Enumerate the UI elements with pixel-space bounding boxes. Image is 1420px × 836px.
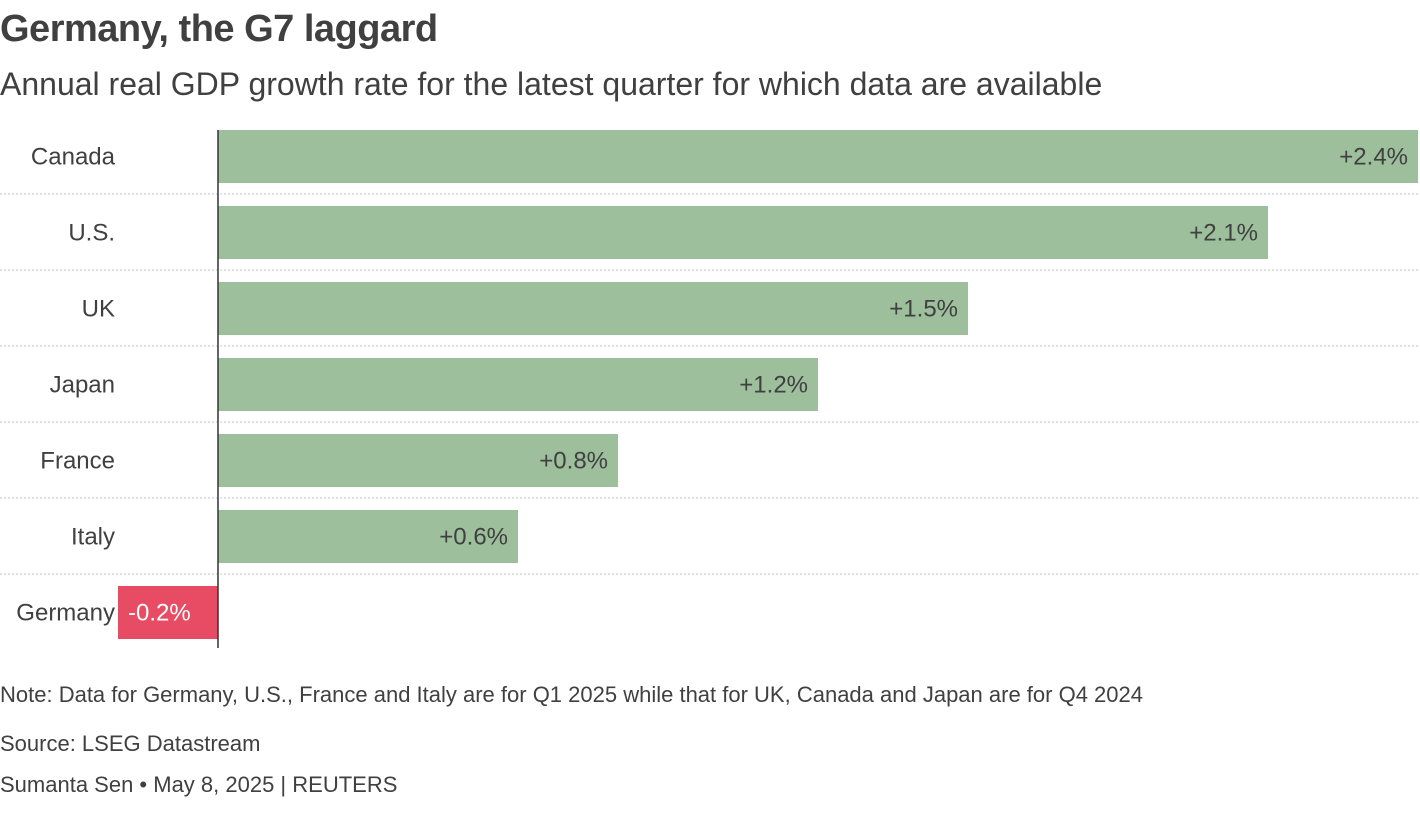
- data-label: +2.1%: [1189, 220, 1258, 247]
- category-label: UK: [82, 296, 115, 323]
- category-label: Canada: [31, 144, 116, 171]
- category-label: France: [40, 448, 115, 475]
- data-label: +2.4%: [1339, 144, 1408, 171]
- bar-japan: [218, 358, 818, 411]
- bar-canada: [218, 130, 1418, 183]
- data-label: +1.2%: [739, 372, 808, 399]
- byline-text: Sumanta Sen • May 8, 2025 | REUTERS: [0, 772, 398, 797]
- data-label: +0.8%: [539, 448, 608, 475]
- chart-title: Germany, the G7 laggard: [0, 8, 438, 50]
- bar-italy: [218, 510, 518, 563]
- data-label: +0.6%: [439, 524, 508, 551]
- bar-us: [218, 206, 1268, 259]
- source-text: Source: LSEG Datastream: [0, 731, 261, 756]
- bar-uk: [218, 282, 968, 335]
- category-label: U.S.: [68, 220, 115, 247]
- chart-subtitle: Annual real GDP growth rate for the late…: [0, 66, 1103, 102]
- note-text: Note: Data for Germany, U.S., France and…: [0, 682, 1143, 707]
- category-label: Italy: [71, 524, 115, 551]
- category-label: Japan: [50, 372, 115, 399]
- category-label: Germany: [16, 600, 115, 627]
- bar-france: [218, 434, 618, 487]
- bar-chart: Canada +2.4% U.S. +2.1% UK +1.5% Japan +1.2% Fra…: [0, 130, 1420, 648]
- data-label: +1.5%: [889, 296, 958, 323]
- bar-germany: [118, 586, 218, 639]
- data-label: -0.2%: [128, 600, 191, 627]
